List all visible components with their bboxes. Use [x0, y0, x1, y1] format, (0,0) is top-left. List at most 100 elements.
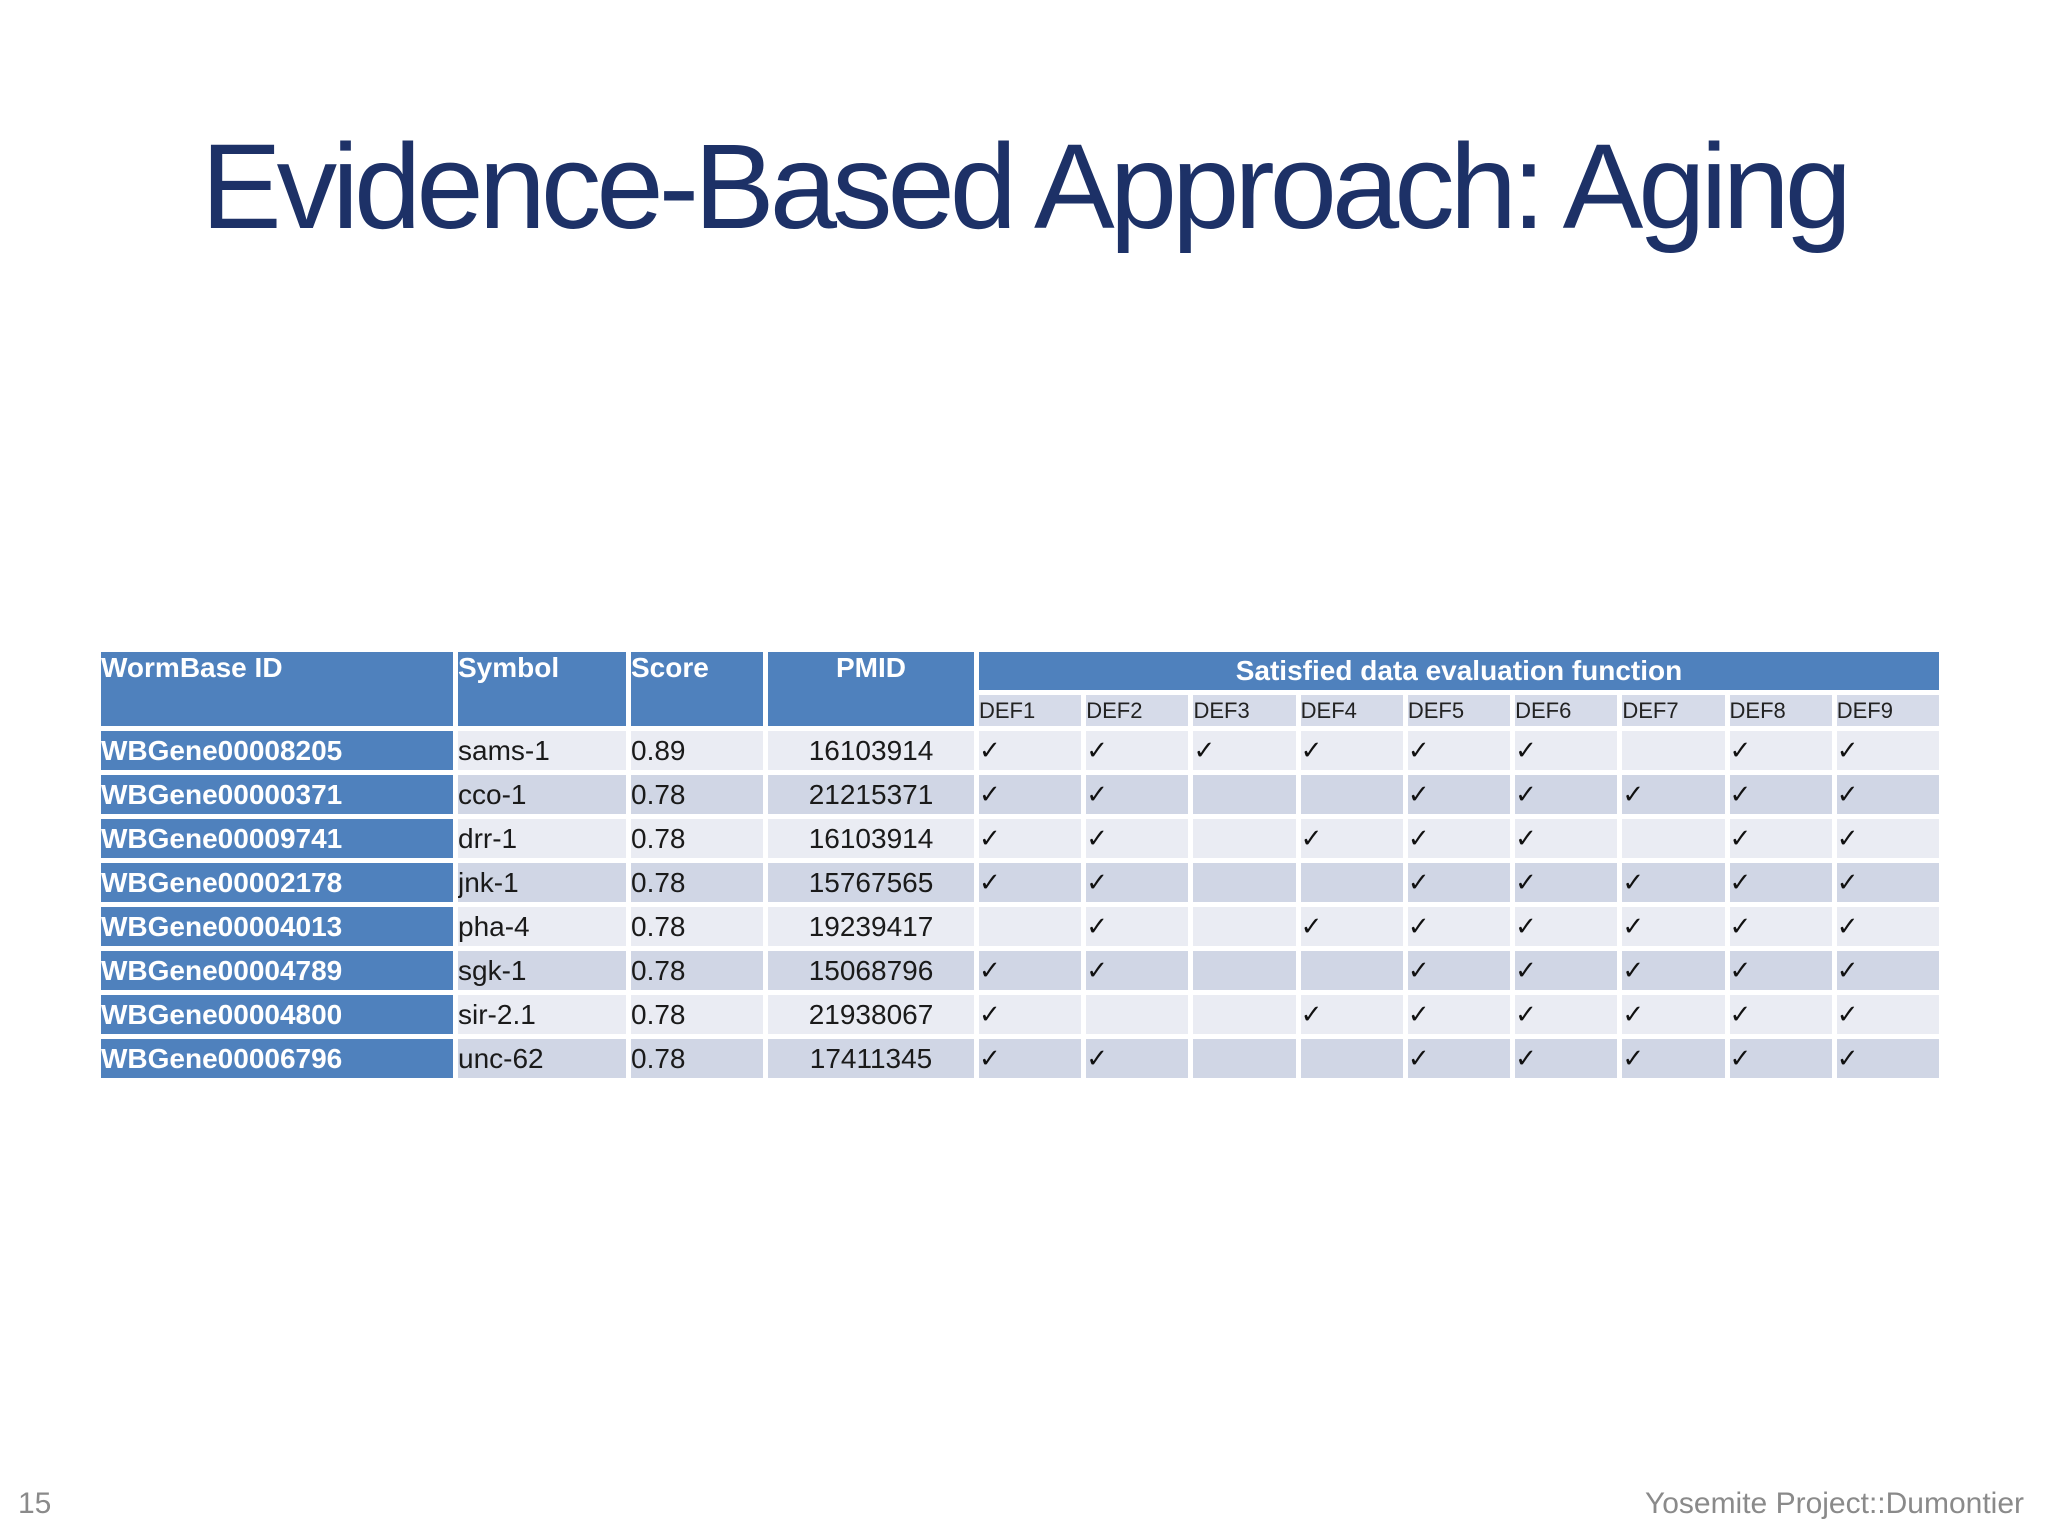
table-header-row-def: DEF1 DEF2 DEF3 DEF4 DEF5 DEF6 DEF7 DEF8 DEF9 [101, 695, 1939, 726]
symbol-cell: unc-62 [458, 1039, 626, 1078]
def-empty-cell [1193, 907, 1296, 946]
def-check-cell: ✓ [1622, 1039, 1725, 1078]
def-check-cell: ✓ [1622, 951, 1725, 990]
def-check-cell: ✓ [1515, 907, 1618, 946]
def-empty-cell [979, 907, 1082, 946]
score-cell: 0.78 [631, 863, 763, 902]
col-header-wormbase-id: WormBase ID [101, 652, 453, 726]
def-check-cell: ✓ [1515, 1039, 1618, 1078]
def-check-cell: ✓ [1086, 863, 1189, 902]
col-header-group-satisfied-def: Satisfied data evaluation function [979, 652, 1939, 690]
score-cell: 0.89 [631, 731, 763, 770]
def-check-cell: ✓ [979, 731, 1082, 770]
col-header-pmid: PMID [768, 652, 974, 726]
def-check-cell: ✓ [979, 863, 1082, 902]
table-row: WBGene00002178 jnk-1 0.78 15767565 ✓ ✓ ✓ ✓ ✓ ✓ ✓ [101, 863, 1939, 902]
def-empty-cell [1300, 951, 1403, 990]
def-column-header: DEF4 [1300, 695, 1403, 726]
wormbase-id-cell: WBGene00004013 [101, 907, 453, 946]
symbol-cell: pha-4 [458, 907, 626, 946]
def-check-cell: ✓ [1515, 775, 1618, 814]
def-empty-cell [1300, 1039, 1403, 1078]
page-number: 15 [18, 1487, 52, 1520]
def-check-cell: ✓ [1407, 731, 1511, 770]
col-header-score: Score [631, 652, 763, 726]
def-check-cell: ✓ [1515, 863, 1618, 902]
def-check-cell: ✓ [1407, 907, 1511, 946]
def-check-cell: ✓ [1407, 819, 1511, 858]
def-check-cell: ✓ [1086, 1039, 1189, 1078]
def-check-cell: ✓ [1836, 907, 1939, 946]
def-check-cell: ✓ [1515, 731, 1618, 770]
pmid-cell: 15767565 [768, 863, 974, 902]
score-cell: 0.78 [631, 775, 763, 814]
col-header-symbol: Symbol [458, 652, 626, 726]
pmid-cell: 16103914 [768, 731, 974, 770]
def-check-cell: ✓ [1836, 1039, 1939, 1078]
def-check-cell: ✓ [1836, 775, 1939, 814]
def-check-cell: ✓ [1729, 775, 1832, 814]
wormbase-id-cell: WBGene00008205 [101, 731, 453, 770]
def-empty-cell [1193, 775, 1296, 814]
def-check-cell: ✓ [1729, 1039, 1832, 1078]
def-check-cell: ✓ [1407, 775, 1511, 814]
symbol-cell: drr-1 [458, 819, 626, 858]
def-check-cell: ✓ [1729, 863, 1832, 902]
table-header-row-main: WormBase ID Symbol Score PMID Satisfied … [101, 652, 1939, 726]
def-check-cell: ✓ [1086, 775, 1189, 814]
def-column-header: DEF5 [1407, 695, 1511, 726]
def-check-cell: ✓ [1515, 995, 1618, 1034]
wormbase-id-cell: WBGene00004789 [101, 951, 453, 990]
table-row: WBGene00006796 unc-62 0.78 17411345 ✓ ✓ ✓ ✓ ✓ ✓ ✓ [101, 1039, 1939, 1078]
def-check-cell: ✓ [1836, 995, 1939, 1034]
pmid-cell: 15068796 [768, 951, 974, 990]
def-empty-cell [1193, 995, 1296, 1034]
def-check-cell: ✓ [1622, 907, 1725, 946]
def-check-cell: ✓ [979, 951, 1082, 990]
def-column-header: DEF1 [979, 695, 1082, 726]
footer-credit: Yosemite Project::Dumontier [1644, 1487, 2024, 1520]
wormbase-id-cell: WBGene00002178 [101, 863, 453, 902]
table-row: WBGene00009741 drr-1 0.78 16103914 ✓ ✓ ✓ ✓ ✓ ✓ ✓ [101, 819, 1939, 858]
def-check-cell: ✓ [979, 995, 1082, 1034]
def-check-cell: ✓ [979, 1039, 1082, 1078]
def-check-cell: ✓ [1300, 819, 1403, 858]
def-column-header: DEF7 [1622, 695, 1725, 726]
def-empty-cell [1193, 819, 1296, 858]
def-check-cell: ✓ [1622, 995, 1725, 1034]
def-empty-cell [1622, 731, 1725, 770]
def-check-cell: ✓ [1086, 907, 1189, 946]
def-empty-cell [1300, 775, 1403, 814]
def-check-cell: ✓ [1407, 951, 1511, 990]
pmid-cell: 17411345 [768, 1039, 974, 1078]
def-column-header: DEF6 [1515, 695, 1618, 726]
def-column-header: DEF8 [1729, 695, 1832, 726]
def-check-cell: ✓ [1729, 731, 1832, 770]
def-check-cell: ✓ [1836, 863, 1939, 902]
def-check-cell: ✓ [1836, 731, 1939, 770]
score-cell: 0.78 [631, 1039, 763, 1078]
slide-title: Evidence-Based Approach: Aging [200, 118, 1852, 254]
evidence-table: WormBase ID Symbol Score PMID Satisfied … [96, 647, 1944, 1083]
table-row: WBGene00008205 sams-1 0.89 16103914 ✓ ✓ ✓ ✓ ✓ ✓ ✓ ✓ [101, 731, 1939, 770]
symbol-cell: jnk-1 [458, 863, 626, 902]
table-row: WBGene00004789 sgk-1 0.78 15068796 ✓ ✓ ✓ ✓ ✓ ✓ ✓ [101, 951, 1939, 990]
table-body: WBGene00008205 sams-1 0.89 16103914 ✓ ✓ ✓ ✓ ✓ ✓ ✓ ✓… [101, 731, 1939, 1078]
score-cell: 0.78 [631, 995, 763, 1034]
symbol-cell: cco-1 [458, 775, 626, 814]
def-check-cell: ✓ [1515, 819, 1618, 858]
def-check-cell: ✓ [1300, 907, 1403, 946]
def-check-cell: ✓ [1622, 775, 1725, 814]
def-empty-cell [1622, 819, 1725, 858]
def-check-cell: ✓ [1193, 731, 1296, 770]
score-cell: 0.78 [631, 951, 763, 990]
def-empty-cell [1300, 863, 1403, 902]
def-check-cell: ✓ [1086, 819, 1189, 858]
table-header: WormBase ID Symbol Score PMID Satisfied … [101, 652, 1939, 726]
wormbase-id-cell: WBGene00000371 [101, 775, 453, 814]
def-check-cell: ✓ [979, 775, 1082, 814]
def-empty-cell [1193, 863, 1296, 902]
def-check-cell: ✓ [1407, 863, 1511, 902]
def-empty-cell [1193, 951, 1296, 990]
def-check-cell: ✓ [1729, 819, 1832, 858]
